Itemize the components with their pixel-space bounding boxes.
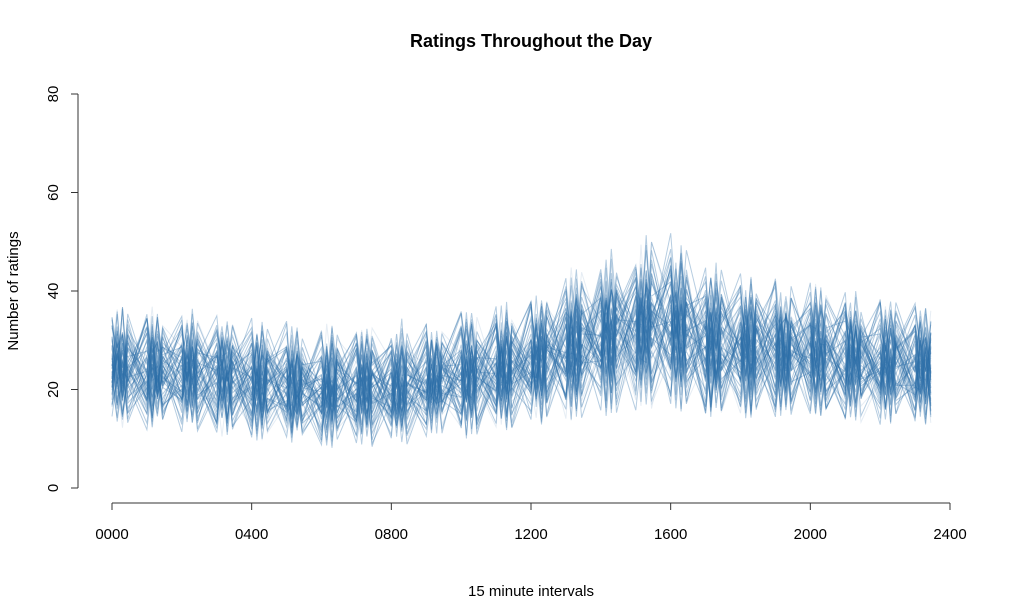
series-line (111, 248, 932, 407)
series-line (111, 259, 932, 413)
series-line (111, 319, 932, 447)
series-line (111, 279, 932, 413)
x-tick-label: 0800 (375, 526, 408, 543)
series-line (111, 281, 932, 431)
series-line (111, 233, 932, 402)
series-line (111, 288, 932, 425)
series-line (111, 287, 932, 424)
series-line (111, 268, 932, 402)
series-line (111, 241, 932, 405)
x-tick-label: 2000 (794, 526, 827, 543)
series-line (111, 244, 932, 396)
series-line (111, 272, 932, 419)
series-line (111, 289, 932, 422)
y-axis-label: Number of ratings (5, 231, 22, 350)
series-line (111, 312, 932, 442)
series-line (111, 284, 932, 429)
series-line (111, 310, 932, 448)
series-line (111, 290, 932, 439)
series-line (111, 292, 931, 428)
series-line (111, 299, 932, 436)
series-line (111, 281, 932, 426)
series-line (111, 274, 932, 414)
series-line (111, 262, 932, 416)
series-line (111, 301, 932, 439)
series-line (111, 297, 932, 439)
x-axis-label: 15 minute intervals (468, 583, 594, 600)
series-line (111, 256, 932, 407)
series-line (111, 296, 932, 435)
series-line (111, 282, 932, 429)
y-tick-label: 20 (45, 381, 62, 398)
series-line (111, 310, 932, 443)
series-line (111, 270, 932, 422)
series-line (111, 263, 932, 413)
series-line (111, 296, 932, 434)
series-line (111, 277, 932, 415)
series-line (111, 241, 932, 401)
series-line (111, 250, 932, 404)
series-line (111, 304, 932, 443)
series-line (111, 305, 932, 446)
series-line (111, 306, 932, 447)
y-tick-label: 80 (45, 86, 62, 103)
x-tick-label: 1200 (514, 526, 547, 543)
series-line (111, 267, 932, 421)
series-line (111, 265, 932, 411)
y-axis-ticks: 0 20 40 60 80 (45, 86, 78, 492)
y-tick-label: 0 (45, 484, 62, 492)
x-tick-label: 0000 (95, 526, 128, 543)
x-tick-label: 1600 (654, 526, 687, 543)
x-tick-label: 0400 (235, 526, 268, 543)
chart-title: Ratings Throughout the Day (410, 31, 652, 51)
series-line (111, 276, 932, 400)
series-line (111, 269, 932, 422)
x-axis-ticks: 0000 0400 0800 1200 1600 2000 2400 (95, 503, 967, 543)
series-line (111, 273, 932, 421)
y-tick-label: 40 (45, 283, 62, 300)
series-line (111, 304, 932, 437)
y-tick-label: 60 (45, 184, 62, 201)
series-line (111, 274, 932, 423)
series-line (111, 301, 932, 438)
series-line (111, 262, 932, 404)
series-lines (111, 233, 932, 448)
series-line (111, 245, 932, 402)
series-line (111, 327, 932, 444)
series-line (111, 273, 932, 425)
series-line (111, 265, 932, 418)
x-tick-label: 2400 (933, 526, 966, 543)
series-line (111, 299, 932, 441)
series-line (111, 281, 932, 416)
series-line (111, 294, 932, 433)
series-line (111, 280, 932, 419)
series-line (111, 304, 932, 447)
series-line (111, 314, 932, 439)
series-line (111, 294, 932, 435)
series-line (111, 276, 932, 420)
series-line (111, 278, 932, 428)
series-line (111, 311, 932, 441)
